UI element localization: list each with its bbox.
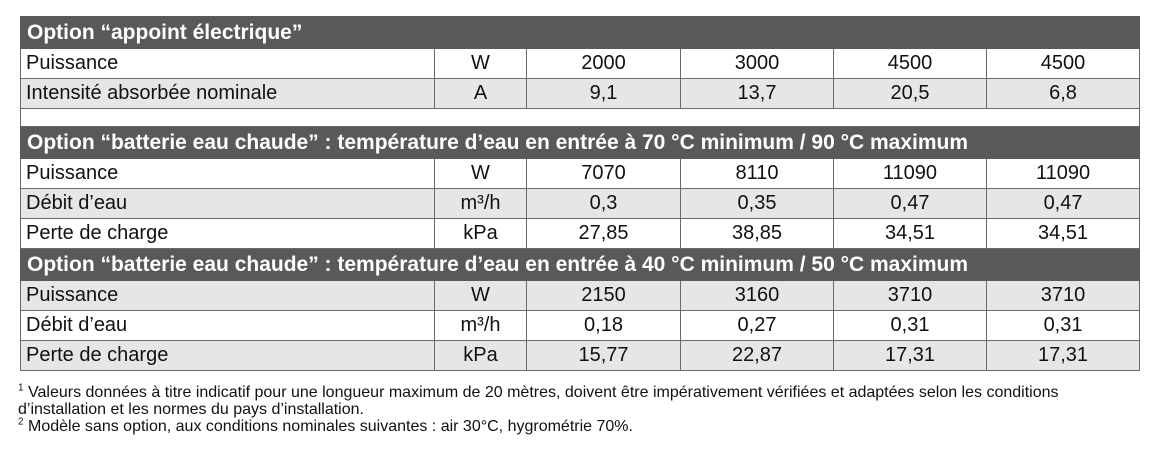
- cell-value: 0,27: [680, 310, 834, 341]
- cell-value: 4500: [985, 48, 1141, 79]
- cell-value: 3160: [680, 280, 834, 311]
- footnotes: 1 Valeurs données à titre indicatif pour…: [18, 382, 1143, 435]
- section-title: Option “batterie eau chaude” : températu…: [19, 126, 1141, 159]
- row-label: Puissance: [20, 280, 435, 311]
- footnote-text: Modèle sans option, aux conditions nomin…: [23, 418, 633, 435]
- spacer-row: [19, 108, 1141, 127]
- cell-value: 2000: [526, 48, 681, 79]
- cell-value: 3710: [833, 280, 987, 311]
- row-unit: W: [434, 158, 527, 189]
- row-unit: W: [434, 280, 527, 311]
- row-label: Perte de charge: [20, 218, 435, 249]
- row-unit: W: [434, 48, 527, 79]
- cell-value: 0,31: [985, 310, 1141, 341]
- row-unit: A: [434, 78, 527, 109]
- cell-value: 34,51: [985, 218, 1141, 249]
- cell-value: 11090: [985, 158, 1141, 189]
- cell-value: 27,85: [526, 218, 681, 249]
- section-header-appoint-electrique: Option “appoint électrique”: [19, 16, 1141, 49]
- cell-value: 9,1: [526, 78, 681, 109]
- row-unit: kPa: [434, 340, 527, 371]
- row-unit: m³/h: [434, 188, 527, 219]
- row-unit: kPa: [434, 218, 527, 249]
- row-label: Perte de charge: [20, 340, 435, 371]
- cell-value: 0,47: [985, 188, 1141, 219]
- cell-value: 7070: [526, 158, 681, 189]
- cell-value: 0,18: [526, 310, 681, 341]
- row-label: Débit d’eau: [20, 310, 435, 341]
- footnote-marker: 2: [18, 416, 24, 428]
- cell-value: 22,87: [680, 340, 834, 371]
- cell-value: 3710: [985, 280, 1141, 311]
- footnote-text: Valeurs données à titre indicatif pour u…: [18, 384, 1059, 418]
- cell-value: 8110: [680, 158, 834, 189]
- footnote-marker: 1: [18, 382, 24, 394]
- table-row: Puissance W 7070 8110 11090 11090: [20, 158, 1141, 189]
- table-row: Puissance W 2000 3000 4500 4500: [20, 48, 1141, 79]
- row-unit: m³/h: [434, 310, 527, 341]
- table-row: Puissance W 2150 3160 3710 3710: [20, 280, 1141, 311]
- cell-value: 0,3: [526, 188, 681, 219]
- options-spec-table: Option “appoint électrique” Puissance W …: [19, 16, 1141, 371]
- cell-value: 3000: [680, 48, 834, 79]
- section-title: Option “appoint électrique”: [19, 16, 1141, 49]
- section-header-batterie-70-90: Option “batterie eau chaude” : températu…: [19, 126, 1141, 159]
- row-label: Puissance: [20, 48, 435, 79]
- cell-value: 15,77: [526, 340, 681, 371]
- cell-value: 20,5: [833, 78, 987, 109]
- cell-value: 2150: [526, 280, 681, 311]
- cell-value: 4500: [833, 48, 987, 79]
- cell-value: 0,35: [680, 188, 834, 219]
- footnote-2: 2 Modèle sans option, aux conditions nom…: [18, 416, 1143, 435]
- row-label: Débit d’eau: [20, 188, 435, 219]
- row-label: Intensité absorbée nominale: [20, 78, 435, 109]
- cell-value: 0,31: [833, 310, 987, 341]
- footnote-1: 1 Valeurs données à titre indicatif pour…: [18, 382, 1143, 418]
- cell-value: 17,31: [985, 340, 1141, 371]
- cell-value: 11090: [833, 158, 987, 189]
- cell-value: 6,8: [985, 78, 1141, 109]
- table-row: Perte de charge kPa 27,85 38,85 34,51 34…: [20, 218, 1141, 249]
- cell-value: 0,47: [833, 188, 987, 219]
- table-row: Perte de charge kPa 15,77 22,87 17,31 17…: [20, 340, 1141, 371]
- cell-value: 13,7: [680, 78, 834, 109]
- table-row: Débit d’eau m³/h 0,3 0,35 0,47 0,47: [20, 188, 1141, 219]
- row-label: Puissance: [20, 158, 435, 189]
- cell-value: 38,85: [680, 218, 834, 249]
- section-title: Option “batterie eau chaude” : températu…: [19, 248, 1141, 281]
- cell-value: 34,51: [833, 218, 987, 249]
- table-row: Intensité absorbée nominale A 9,1 13,7 2…: [20, 78, 1141, 109]
- spacer-cell: [19, 108, 1141, 127]
- cell-value: 17,31: [833, 340, 987, 371]
- section-header-batterie-40-50: Option “batterie eau chaude” : températu…: [19, 248, 1141, 281]
- table-row: Débit d’eau m³/h 0,18 0,27 0,31 0,31: [20, 310, 1141, 341]
